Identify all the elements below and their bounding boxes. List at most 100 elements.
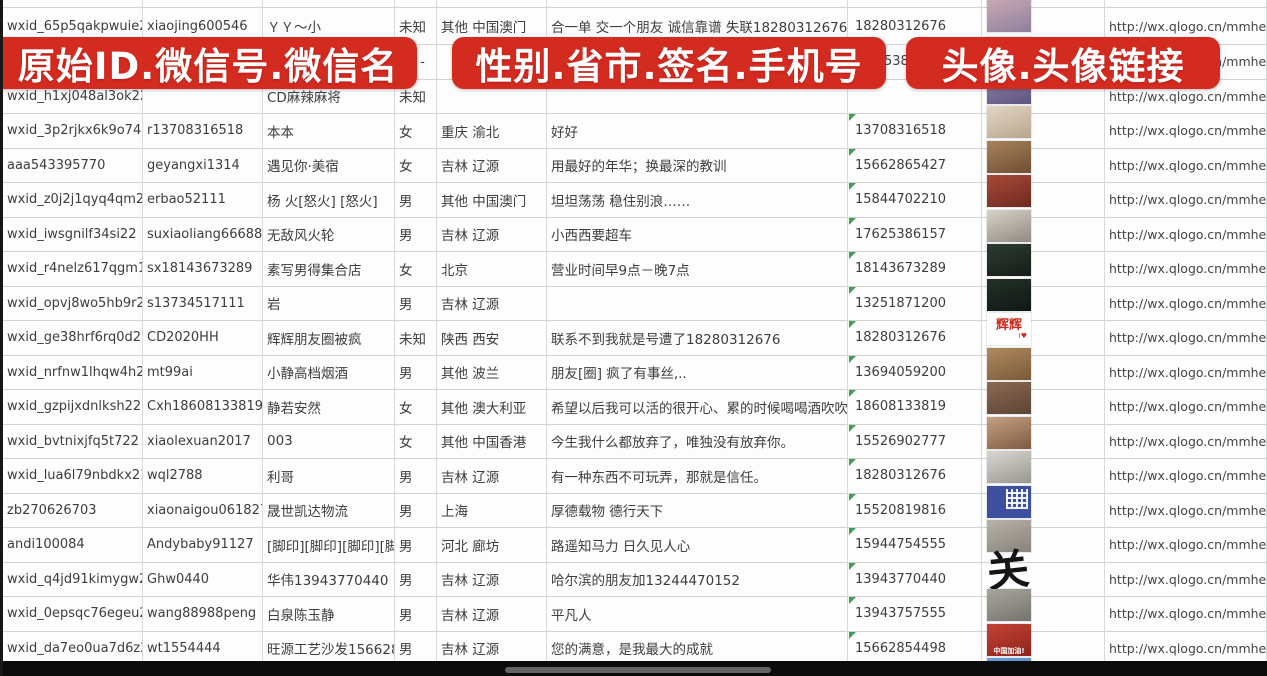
cell-phone[interactable]: 17625386157 bbox=[848, 217, 982, 252]
cell-wechat-name[interactable]: 岩 bbox=[263, 286, 395, 321]
cell-phone[interactable]: 18608133819 bbox=[848, 390, 982, 425]
cell-signature[interactable]: 营业时间早9点－晚7点 bbox=[547, 252, 848, 287]
cell-avatar-link[interactable] bbox=[1105, 0, 1267, 8]
cell-avatar[interactable] bbox=[982, 416, 1105, 459]
cell-avatar-link[interactable]: http://wx.qlogo.cn/mmhead bbox=[1105, 183, 1267, 218]
cell-phone[interactable]: 18280312676 bbox=[848, 321, 982, 356]
cell-region[interactable]: 吉林 辽源 bbox=[437, 459, 547, 494]
cell-signature[interactable]: 好好 bbox=[547, 114, 848, 149]
cell-gender[interactable]: 女 bbox=[395, 424, 437, 459]
cell-phone[interactable]: 18143673289 bbox=[848, 252, 982, 287]
cell-phone[interactable]: 15944754555 bbox=[848, 528, 982, 563]
cell-wechat-id[interactable]: mt99ai bbox=[143, 355, 263, 390]
cell-wechat-name[interactable]: 利哥 bbox=[263, 459, 395, 494]
cell-avatar[interactable]: 关 bbox=[982, 543, 1105, 597]
cell-wechat-id[interactable] bbox=[143, 79, 263, 114]
cell-gender[interactable]: 未知 bbox=[395, 321, 437, 356]
cell-region[interactable]: 北京 bbox=[437, 252, 547, 287]
cell-gender[interactable] bbox=[395, 0, 437, 8]
cell-gender[interactable]: 男 bbox=[395, 528, 437, 563]
cell-region[interactable]: 其他 中国香港 bbox=[437, 424, 547, 459]
cell-avatar[interactable]: 辉辉 I♥ bbox=[982, 313, 1105, 356]
cell-avatar[interactable] bbox=[982, 0, 1105, 8]
cell-wechat-name[interactable]: 素写男得集合店 bbox=[263, 252, 395, 287]
scrub-handle[interactable] bbox=[505, 667, 771, 673]
cell-region[interactable]: 吉林 辽源 bbox=[437, 597, 547, 632]
cell-avatar-link[interactable]: http://wx.qlogo.cn/mmhead bbox=[1105, 355, 1267, 390]
cell-phone[interactable]: 15662865427 bbox=[848, 148, 982, 183]
cell-wechat-id[interactable]: erbao52111 bbox=[143, 183, 263, 218]
cell-signature[interactable]: 路遥知马力 日久见人心 bbox=[547, 528, 848, 563]
cell-signature[interactable]: 有一种东西不可玩弄，那就是信任。 bbox=[547, 459, 848, 494]
cell-avatar-link[interactable]: http://wx.qlogo.cn/mmhead bbox=[1105, 597, 1267, 632]
cell-avatar[interactable] bbox=[982, 347, 1105, 390]
cell-original-id[interactable]: wxid_z0j2j1qyq4qm22 bbox=[3, 183, 143, 218]
cell-gender[interactable]: 女 bbox=[395, 148, 437, 183]
cell-original-id[interactable]: wxid_iwsgnilf34si22 bbox=[3, 217, 143, 252]
cell-wechat-id[interactable]: Andybaby91127 bbox=[143, 528, 263, 563]
cell-wechat-id[interactable]: wql2788 bbox=[143, 459, 263, 494]
cell-original-id[interactable] bbox=[3, 0, 143, 8]
cell-signature[interactable]: 哈尔滨的朋友加13244470152 bbox=[547, 562, 848, 597]
cell-avatar-link[interactable]: http://wx.qlogo.cn/mmhead bbox=[1105, 321, 1267, 356]
cell-signature[interactable] bbox=[547, 286, 848, 321]
cell-original-id[interactable]: zb270626703 bbox=[3, 493, 143, 528]
cell-original-id[interactable]: wxid_3p2rjkx6k9o741 bbox=[3, 114, 143, 149]
cell-signature[interactable] bbox=[547, 0, 848, 8]
cell-avatar[interactable] bbox=[982, 589, 1105, 632]
cell-wechat-id[interactable]: Ghw0440 bbox=[143, 562, 263, 597]
cell-region[interactable]: 河北 廊坊 bbox=[437, 528, 547, 563]
cell-gender[interactable]: 女 bbox=[395, 252, 437, 287]
cell-signature[interactable]: 厚德载物 德行天下 bbox=[547, 493, 848, 528]
cell-wechat-id[interactable]: xiaolexuan2017 bbox=[143, 424, 263, 459]
cell-wechat-id[interactable]: xiaonaigou061827 bbox=[143, 493, 263, 528]
cell-phone[interactable]: 18280312676 bbox=[848, 459, 982, 494]
cell-wechat-id[interactable]: wang88988peng bbox=[143, 597, 263, 632]
cell-gender[interactable]: 男 bbox=[395, 355, 437, 390]
cell-region[interactable]: 其他 中国澳门 bbox=[437, 183, 547, 218]
cell-gender[interactable]: 未知 bbox=[395, 79, 437, 114]
cell-signature[interactable]: 今生我什么都放弃了，唯独没有放弃你。 bbox=[547, 424, 848, 459]
cell-phone[interactable]: 13943770440 bbox=[848, 562, 982, 597]
cell-gender[interactable]: 男 bbox=[395, 217, 437, 252]
cell-wechat-name[interactable] bbox=[263, 0, 395, 8]
cell-signature[interactable]: 小西西要超车 bbox=[547, 217, 848, 252]
cell-region[interactable]: 陕西 西安 bbox=[437, 321, 547, 356]
cell-wechat-id[interactable]: Cxh18608133819 bbox=[143, 390, 263, 425]
cell-avatar-link[interactable]: http://wx.qlogo.cn/mmhead bbox=[1105, 528, 1267, 563]
cell-original-id[interactable]: wxid_nrfnw1lhqw4h22 bbox=[3, 355, 143, 390]
cell-gender[interactable]: 男 bbox=[395, 597, 437, 632]
cell-signature[interactable]: 希望以后我可以活的很开心、累的时候喝喝酒吹吹[ bbox=[547, 390, 848, 425]
cell-wechat-id[interactable]: CD2020HH bbox=[143, 321, 263, 356]
cell-avatar-link[interactable]: http://wx.qlogo.cn/mmhead bbox=[1105, 148, 1267, 183]
cell-region[interactable]: 上海 bbox=[437, 493, 547, 528]
cell-avatar-link[interactable]: http://wx.qlogo.cn/mmhead bbox=[1105, 252, 1267, 287]
cell-wechat-id[interactable]: suxiaoliang666888 bbox=[143, 217, 263, 252]
cell-signature[interactable]: 用最好的年华；换最深的教训 bbox=[547, 148, 848, 183]
cell-original-id[interactable]: aaa543395770 bbox=[3, 148, 143, 183]
cell-wechat-id[interactable]: sx18143673289 bbox=[143, 252, 263, 287]
cell-wechat-name[interactable]: 无敌风火轮 bbox=[263, 217, 395, 252]
cell-avatar-link[interactable]: http://wx.qlogo.cn/mmhead bbox=[1105, 493, 1267, 528]
cell-wechat-name[interactable]: 本本 bbox=[263, 114, 395, 149]
cell-signature[interactable]: 坦坦荡荡 稳住别浪…… bbox=[547, 183, 848, 218]
cell-region[interactable] bbox=[437, 79, 547, 114]
cell-original-id[interactable]: andi100084 bbox=[3, 528, 143, 563]
cell-phone[interactable]: 13943757555 bbox=[848, 597, 982, 632]
cell-avatar[interactable] bbox=[982, 278, 1105, 321]
cell-avatar-link[interactable]: http://wx.qlogo.cn/mmhead bbox=[1105, 114, 1267, 149]
cell-original-id[interactable]: wxid_0epsqc76egeu22 bbox=[3, 597, 143, 632]
cell-original-id[interactable]: wxid_q4jd91kimygw21 bbox=[3, 562, 143, 597]
cell-phone[interactable]: 13694059200 bbox=[848, 355, 982, 390]
cell-region[interactable]: 吉林 辽源 bbox=[437, 148, 547, 183]
cell-phone[interactable]: 13251871200 bbox=[848, 286, 982, 321]
cell-wechat-name[interactable]: 003 bbox=[263, 424, 395, 459]
cell-region[interactable] bbox=[437, 0, 547, 8]
cell-avatar[interactable] bbox=[982, 485, 1105, 528]
cell-region[interactable]: 吉林 辽源 bbox=[437, 286, 547, 321]
cell-original-id[interactable]: wxid_bvtnixjfq5t722 bbox=[3, 424, 143, 459]
cell-region[interactable]: 重庆 渝北 bbox=[437, 114, 547, 149]
cell-avatar[interactable] bbox=[982, 382, 1105, 425]
cell-gender[interactable]: 男 bbox=[395, 562, 437, 597]
cell-phone[interactable]: 15844702210 bbox=[848, 183, 982, 218]
